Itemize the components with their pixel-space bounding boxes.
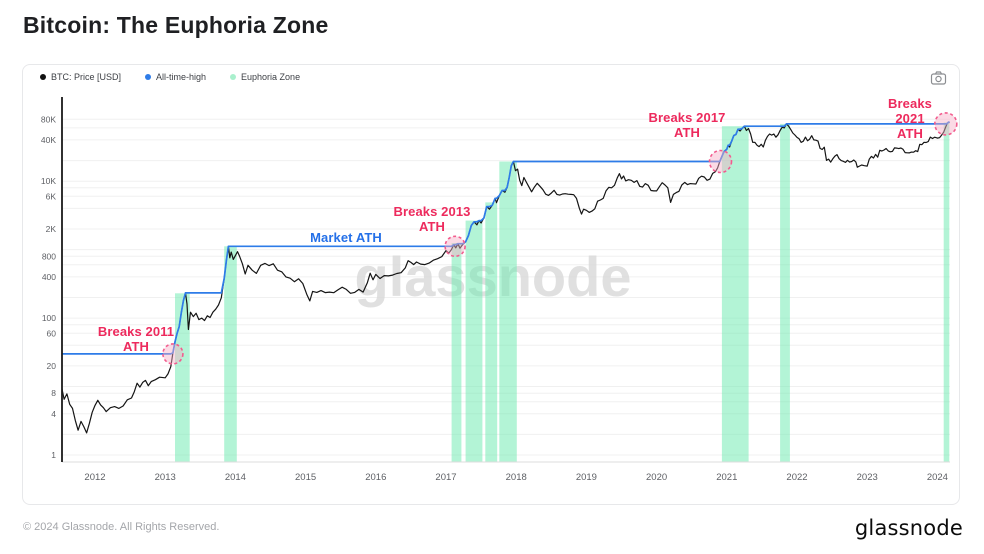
svg-text:40K: 40K xyxy=(41,135,56,145)
btc-price-line xyxy=(61,121,950,434)
ath-break-marker xyxy=(444,235,466,258)
svg-text:2021: 2021 xyxy=(716,472,737,483)
blue-dot-icon xyxy=(145,74,152,80)
euphoria-zone-bands xyxy=(175,122,950,463)
euphoria-band xyxy=(499,161,517,462)
euphoria-band xyxy=(780,123,790,463)
ath-break-marker xyxy=(162,343,184,365)
x-axis-labels: 2012 2013 2014 2015 2016 2017 2018 2019 2020 2021… xyxy=(84,472,948,483)
svg-text:2022: 2022 xyxy=(786,472,807,483)
svg-text:8: 8 xyxy=(51,388,56,398)
legend-label: All-time-high xyxy=(156,72,207,82)
annotation-breaks-2017-ath: Breaks 2017 ATH xyxy=(648,110,726,141)
euphoria-band xyxy=(943,122,950,462)
camera-icon xyxy=(930,71,947,85)
euphoria-band xyxy=(721,126,749,462)
y-axis-labels: 80K 40K 10K 6K 2K 800 400 100 60 20 8 4 1 xyxy=(41,114,56,460)
annotation-market-ath: Market ATH xyxy=(310,230,382,245)
svg-text:2014: 2014 xyxy=(225,472,246,483)
svg-text:2012: 2012 xyxy=(84,472,105,483)
svg-text:20: 20 xyxy=(47,361,57,371)
svg-text:400: 400 xyxy=(42,272,56,282)
svg-text:2015: 2015 xyxy=(295,472,316,483)
legend-label: Euphoria Zone xyxy=(241,72,301,82)
euphoria-band xyxy=(465,220,483,462)
svg-text:2023: 2023 xyxy=(857,472,878,483)
copyright-text: © 2024 Glassnode. All Rights Reserved. xyxy=(23,521,220,533)
green-dot-icon xyxy=(230,74,237,80)
page-title: Bitcoin: The Euphoria Zone xyxy=(23,12,329,38)
euphoria-band xyxy=(224,246,237,462)
all-time-high-line xyxy=(62,121,950,355)
annotation-breaks-2021-ath: Breaks 2021 ATH xyxy=(888,96,932,142)
svg-text:2017: 2017 xyxy=(435,472,456,483)
camera-export-button[interactable] xyxy=(930,70,948,86)
svg-text:2013: 2013 xyxy=(155,472,176,483)
svg-text:2024: 2024 xyxy=(927,472,948,483)
svg-text:60: 60 xyxy=(47,328,57,338)
svg-text:10K: 10K xyxy=(41,176,56,186)
annotation-breaks-2011-ath: Breaks 2011 ATH xyxy=(97,324,175,355)
svg-text:2018: 2018 xyxy=(506,472,527,483)
legend-item-btc-price[interactable]: BTC: Price [USD] xyxy=(40,72,121,82)
legend-item-all-time-high[interactable]: All-time-high xyxy=(145,72,206,82)
svg-text:2020: 2020 xyxy=(646,472,667,483)
glassnode-logo: glassnode xyxy=(854,516,963,540)
svg-text:6K: 6K xyxy=(46,191,57,201)
ath-break-marker xyxy=(708,149,733,174)
svg-text:2019: 2019 xyxy=(576,472,597,483)
svg-text:4: 4 xyxy=(51,409,56,419)
legend-label: BTC: Price [USD] xyxy=(51,72,122,82)
euphoria-band xyxy=(175,293,190,462)
svg-text:80K: 80K xyxy=(41,114,56,124)
euphoria-band xyxy=(451,243,462,462)
svg-text:800: 800 xyxy=(42,251,56,261)
svg-text:1: 1 xyxy=(51,450,56,460)
svg-text:2016: 2016 xyxy=(365,472,386,483)
svg-text:100: 100 xyxy=(42,313,56,323)
chart-legend: BTC: Price [USD] All-time-high Euphoria … xyxy=(40,72,300,82)
annotation-breaks-2013-ath: Breaks 2013 ATH xyxy=(393,204,471,235)
euphoria-band xyxy=(485,202,498,462)
legend-item-euphoria-zone[interactable]: Euphoria Zone xyxy=(230,72,300,82)
black-dot-icon xyxy=(40,74,46,80)
svg-text:2K: 2K xyxy=(46,224,57,234)
ath-break-marker xyxy=(933,112,958,136)
